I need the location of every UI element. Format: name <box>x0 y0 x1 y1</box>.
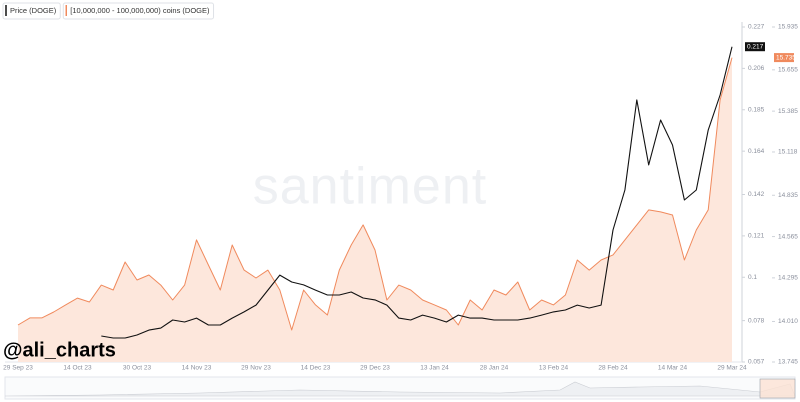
x-tick-label: 29 Dec 23 <box>360 365 390 372</box>
legend-box <box>2 2 61 20</box>
y-tick-label: 0.1 <box>748 274 757 281</box>
y2-tick-label: 15.118 <box>778 149 798 156</box>
y2-tick-label: 15.385 <box>778 108 798 115</box>
y-tick-label: 0.164 <box>748 148 765 155</box>
x-tick-label: 14 Mar 24 <box>658 365 688 372</box>
x-tick-label: 14 Oct 23 <box>63 365 92 372</box>
legend-item[interactable]: Price (DOGE) <box>2 2 61 20</box>
y-tick-label: 0.227 <box>748 24 765 31</box>
x-tick-label: 13 Feb 24 <box>539 365 569 372</box>
y-tick-label: 0.121 <box>748 233 765 240</box>
x-tick-label: 29 Sep 23 <box>3 365 33 372</box>
y-tick-label: 0.078 <box>748 317 765 324</box>
area <box>18 57 732 362</box>
y2-tick-label: 13.745 <box>778 359 798 366</box>
x-tick-label: 29 Nov 23 <box>241 365 271 372</box>
y2-tick-label: 15.655 <box>778 67 798 74</box>
x-tick-label: 14 Dec 23 <box>301 365 331 372</box>
y-tick-label: 0.057 <box>748 359 765 366</box>
annotation: @ali_charts <box>3 339 116 361</box>
x-tick-label: 14 Nov 23 <box>182 365 212 372</box>
x-tick-label: 28 Jan 24 <box>480 365 509 372</box>
value-badge <box>774 53 794 63</box>
value-badge <box>745 42 765 52</box>
navigator-window[interactable] <box>759 378 796 399</box>
series-line <box>101 46 733 339</box>
x-tick-label: 30 Oct 23 <box>123 365 152 372</box>
y2-tick-label: 14.010 <box>778 318 798 325</box>
x-tick-label: 29 Mar 24 <box>717 365 747 372</box>
y2-tick-label: 14.565 <box>778 233 798 240</box>
y2-tick-label: 14.295 <box>778 275 798 282</box>
legend-label: [10,000,000 - 100,000,000) coins (DOGE) <box>70 6 210 15</box>
y-tick-label: 0.206 <box>748 65 765 72</box>
legend-box <box>62 2 215 20</box>
y-tick-label: 0.185 <box>748 106 765 113</box>
value-label: 15.735 <box>776 54 796 61</box>
legend-item[interactable]: [10,000,000 - 100,000,000) coins (DOGE) <box>62 2 215 20</box>
legend-label: Price (DOGE) <box>10 6 57 15</box>
watermark: santiment <box>253 158 487 216</box>
x-tick-label: 28 Feb 24 <box>598 365 628 372</box>
y2-tick-label: 14.835 <box>778 192 798 199</box>
y-tick-label: 0.142 <box>748 191 765 198</box>
y2-tick-label: 15.935 <box>778 24 798 31</box>
x-tick-label: 13 Jan 24 <box>420 365 449 372</box>
series-line <box>17 57 733 331</box>
value-label: 0.217 <box>747 43 764 50</box>
